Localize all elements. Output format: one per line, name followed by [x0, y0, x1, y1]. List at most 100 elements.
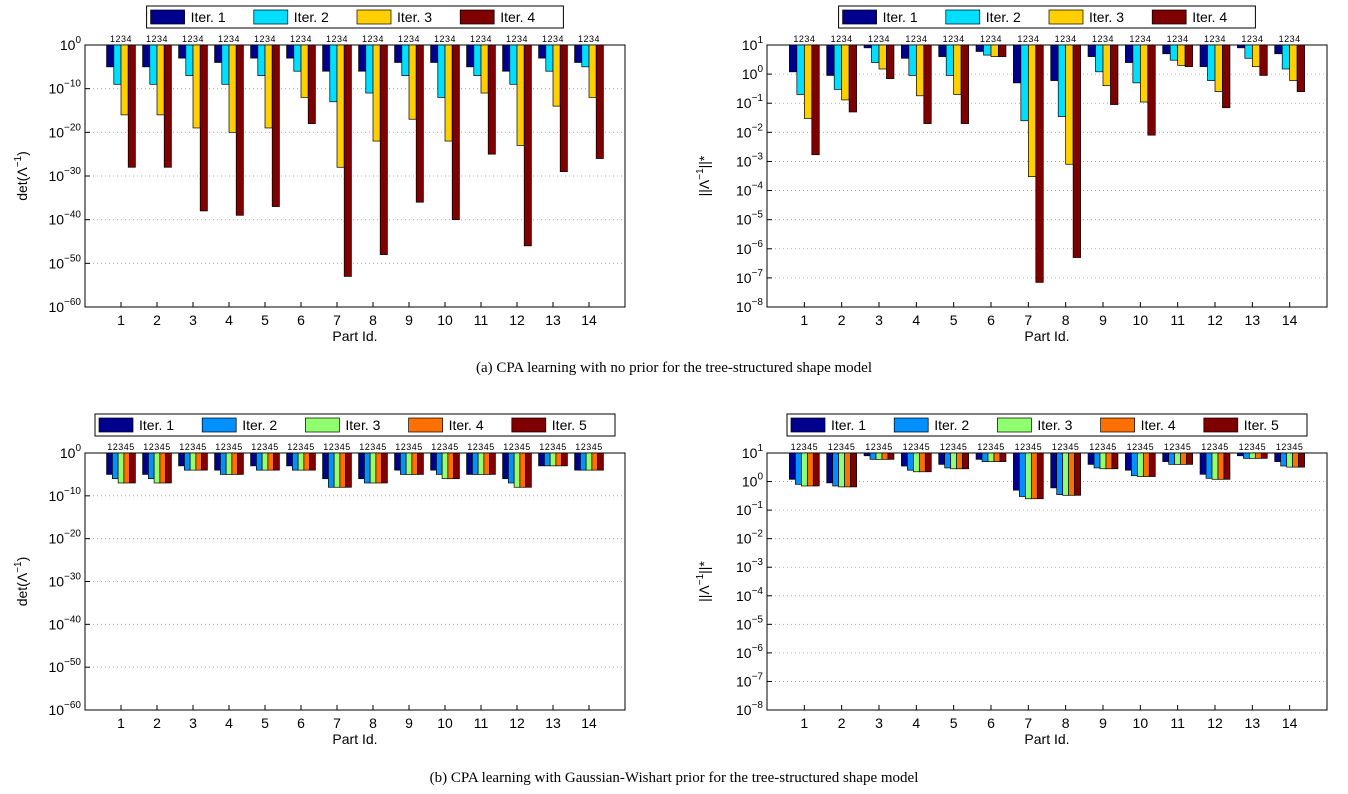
- legend-entry: Iter. 2: [294, 9, 329, 25]
- bar: [336, 44, 345, 168]
- y-tick-label: 10−3: [736, 557, 763, 575]
- bar: [231, 452, 238, 475]
- bar: [221, 44, 230, 85]
- bar: [502, 452, 509, 480]
- bar: [127, 44, 136, 168]
- bar: [1068, 452, 1075, 496]
- bar: [199, 44, 208, 212]
- x-tick-label: 10: [437, 312, 453, 328]
- legend-entry: Iter. 1: [831, 417, 866, 433]
- bar: [923, 44, 932, 124]
- x-tick-label: 3: [189, 715, 197, 731]
- bar: [339, 452, 346, 488]
- bar: [394, 452, 401, 471]
- bar: [944, 452, 952, 469]
- x-tick-label: 11: [1170, 312, 1185, 328]
- bar: [938, 44, 947, 57]
- bar: [1050, 452, 1058, 489]
- x-tick-label: 9: [1099, 312, 1107, 328]
- x-tick-label: 7: [1024, 312, 1032, 328]
- bar: [264, 44, 273, 129]
- bar: [1056, 452, 1064, 495]
- bar: [112, 452, 119, 480]
- bar-index-label: 12345: [467, 442, 495, 452]
- bar: [1222, 44, 1231, 109]
- bar: [257, 44, 266, 76]
- bar: [826, 44, 835, 76]
- bar-index-label: 1234: [254, 34, 276, 44]
- bar: [1280, 452, 1288, 467]
- bar: [901, 44, 910, 59]
- bar: [228, 44, 237, 133]
- y-tick-label: 10−1: [736, 500, 763, 518]
- bar: [411, 452, 418, 475]
- bar: [574, 44, 583, 63]
- bar: [117, 452, 125, 484]
- y-tick-label: 10−1: [736, 93, 763, 111]
- legend-swatch: [1048, 9, 1084, 25]
- bar: [1169, 44, 1179, 61]
- bar: [1057, 44, 1067, 117]
- bar: [163, 44, 172, 168]
- bar: [1199, 44, 1208, 68]
- bar-index-label: 1234: [182, 34, 204, 44]
- bar: [1217, 452, 1225, 480]
- bar: [863, 452, 871, 457]
- bar: [1243, 452, 1250, 459]
- bar: [225, 452, 233, 475]
- bar: [918, 452, 926, 473]
- legend-swatch: [356, 9, 392, 25]
- bar: [789, 452, 796, 480]
- bar: [437, 44, 446, 98]
- y-tick-label: 10−6: [736, 643, 763, 661]
- bar: [581, 44, 590, 68]
- bar: [962, 452, 969, 470]
- bar: [343, 44, 352, 277]
- bar: [998, 44, 1007, 57]
- bar: [195, 452, 202, 471]
- bar-index-label: 1234: [793, 34, 815, 44]
- legend-entry: Iter. 1: [883, 9, 918, 25]
- legend-swatch: [201, 417, 237, 433]
- bar: [588, 44, 597, 98]
- x-tick-label: 13: [545, 715, 561, 731]
- plot-area: [766, 452, 1328, 711]
- bar: [574, 452, 581, 471]
- bar: [915, 44, 925, 97]
- bar: [1177, 44, 1186, 66]
- bar: [945, 44, 955, 76]
- x-tick-label: 12: [509, 312, 525, 328]
- bar: [113, 44, 122, 85]
- legend-swatch: [459, 9, 495, 25]
- x-tick-label: 11: [474, 715, 489, 731]
- legend-entry: Iter. 2: [986, 9, 1021, 25]
- bar: [365, 44, 374, 94]
- bar-index-label: 1234: [362, 34, 384, 44]
- bar-index-label: 1234: [470, 34, 492, 44]
- legend-entry: Iter. 3: [1037, 417, 1072, 433]
- bar: [256, 452, 263, 471]
- legend-swatch: [893, 417, 929, 433]
- x-axis-label: Part Id.: [1024, 731, 1069, 747]
- x-tick-label: 11: [1170, 715, 1185, 731]
- y-tick-label: 10−40: [48, 210, 81, 228]
- bar-index-label: 12345: [940, 442, 968, 452]
- legend-entry: Iter. 5: [552, 417, 587, 433]
- bar: [120, 44, 129, 116]
- bar: [123, 452, 130, 484]
- bar-index-label: 12345: [395, 442, 423, 452]
- bar-index-label: 1234: [1092, 34, 1114, 44]
- bar: [364, 452, 371, 484]
- x-axis-label: Part Id.: [332, 328, 377, 344]
- bar-index-label: 12345: [1015, 442, 1043, 452]
- bar: [975, 44, 984, 52]
- bar: [1207, 44, 1216, 81]
- y-tick-label: 10−20: [48, 122, 81, 140]
- bar: [184, 452, 191, 471]
- bar-index-label: 1234: [218, 34, 240, 44]
- x-tick-label: 10: [437, 715, 453, 731]
- legend-swatch: [945, 9, 981, 25]
- bar: [1102, 44, 1111, 87]
- bar: [1186, 452, 1193, 465]
- x-tick-label: 8: [1062, 312, 1070, 328]
